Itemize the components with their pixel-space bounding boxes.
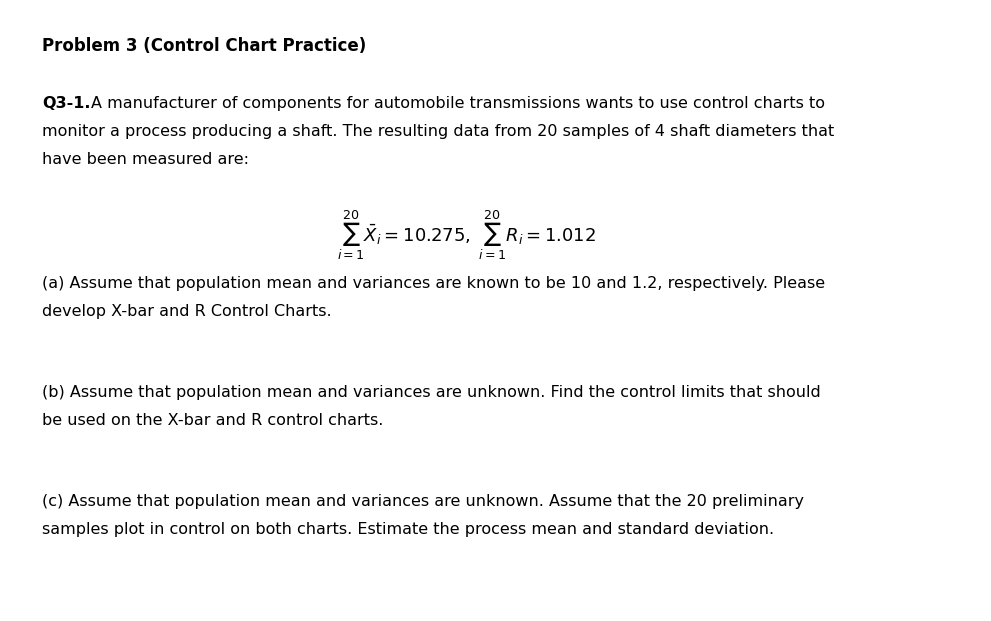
Text: (c) Assume that population mean and variances are unknown. Assume that the 20 pr: (c) Assume that population mean and vari… (42, 494, 804, 509)
Text: $\sum_{i=1}^{20} \bar{X}_i = 10.275, \; \sum_{i=1}^{20} R_i = 1.012$: $\sum_{i=1}^{20} \bar{X}_i = 10.275, \; … (337, 208, 596, 261)
Text: (b) Assume that population mean and variances are unknown. Find the control limi: (b) Assume that population mean and vari… (42, 385, 821, 400)
Text: Problem 3 (Control Chart Practice): Problem 3 (Control Chart Practice) (42, 37, 367, 55)
Text: have been measured are:: have been measured are: (42, 152, 249, 167)
Text: (a) Assume that population mean and variances are known to be 10 and 1.2, respec: (a) Assume that population mean and vari… (42, 276, 826, 291)
Text: develop X-bar and R Control Charts.: develop X-bar and R Control Charts. (42, 304, 332, 319)
Text: Q3-1.: Q3-1. (42, 96, 90, 111)
Text: A manufacturer of components for automobile transmissions wants to use control c: A manufacturer of components for automob… (91, 96, 826, 111)
Text: samples plot in control on both charts. Estimate the process mean and standard d: samples plot in control on both charts. … (42, 522, 774, 537)
Text: be used on the X-bar and R control charts.: be used on the X-bar and R control chart… (42, 413, 384, 428)
Text: monitor a process producing a shaft. The resulting data from 20 samples of 4 sha: monitor a process producing a shaft. The… (42, 124, 834, 139)
